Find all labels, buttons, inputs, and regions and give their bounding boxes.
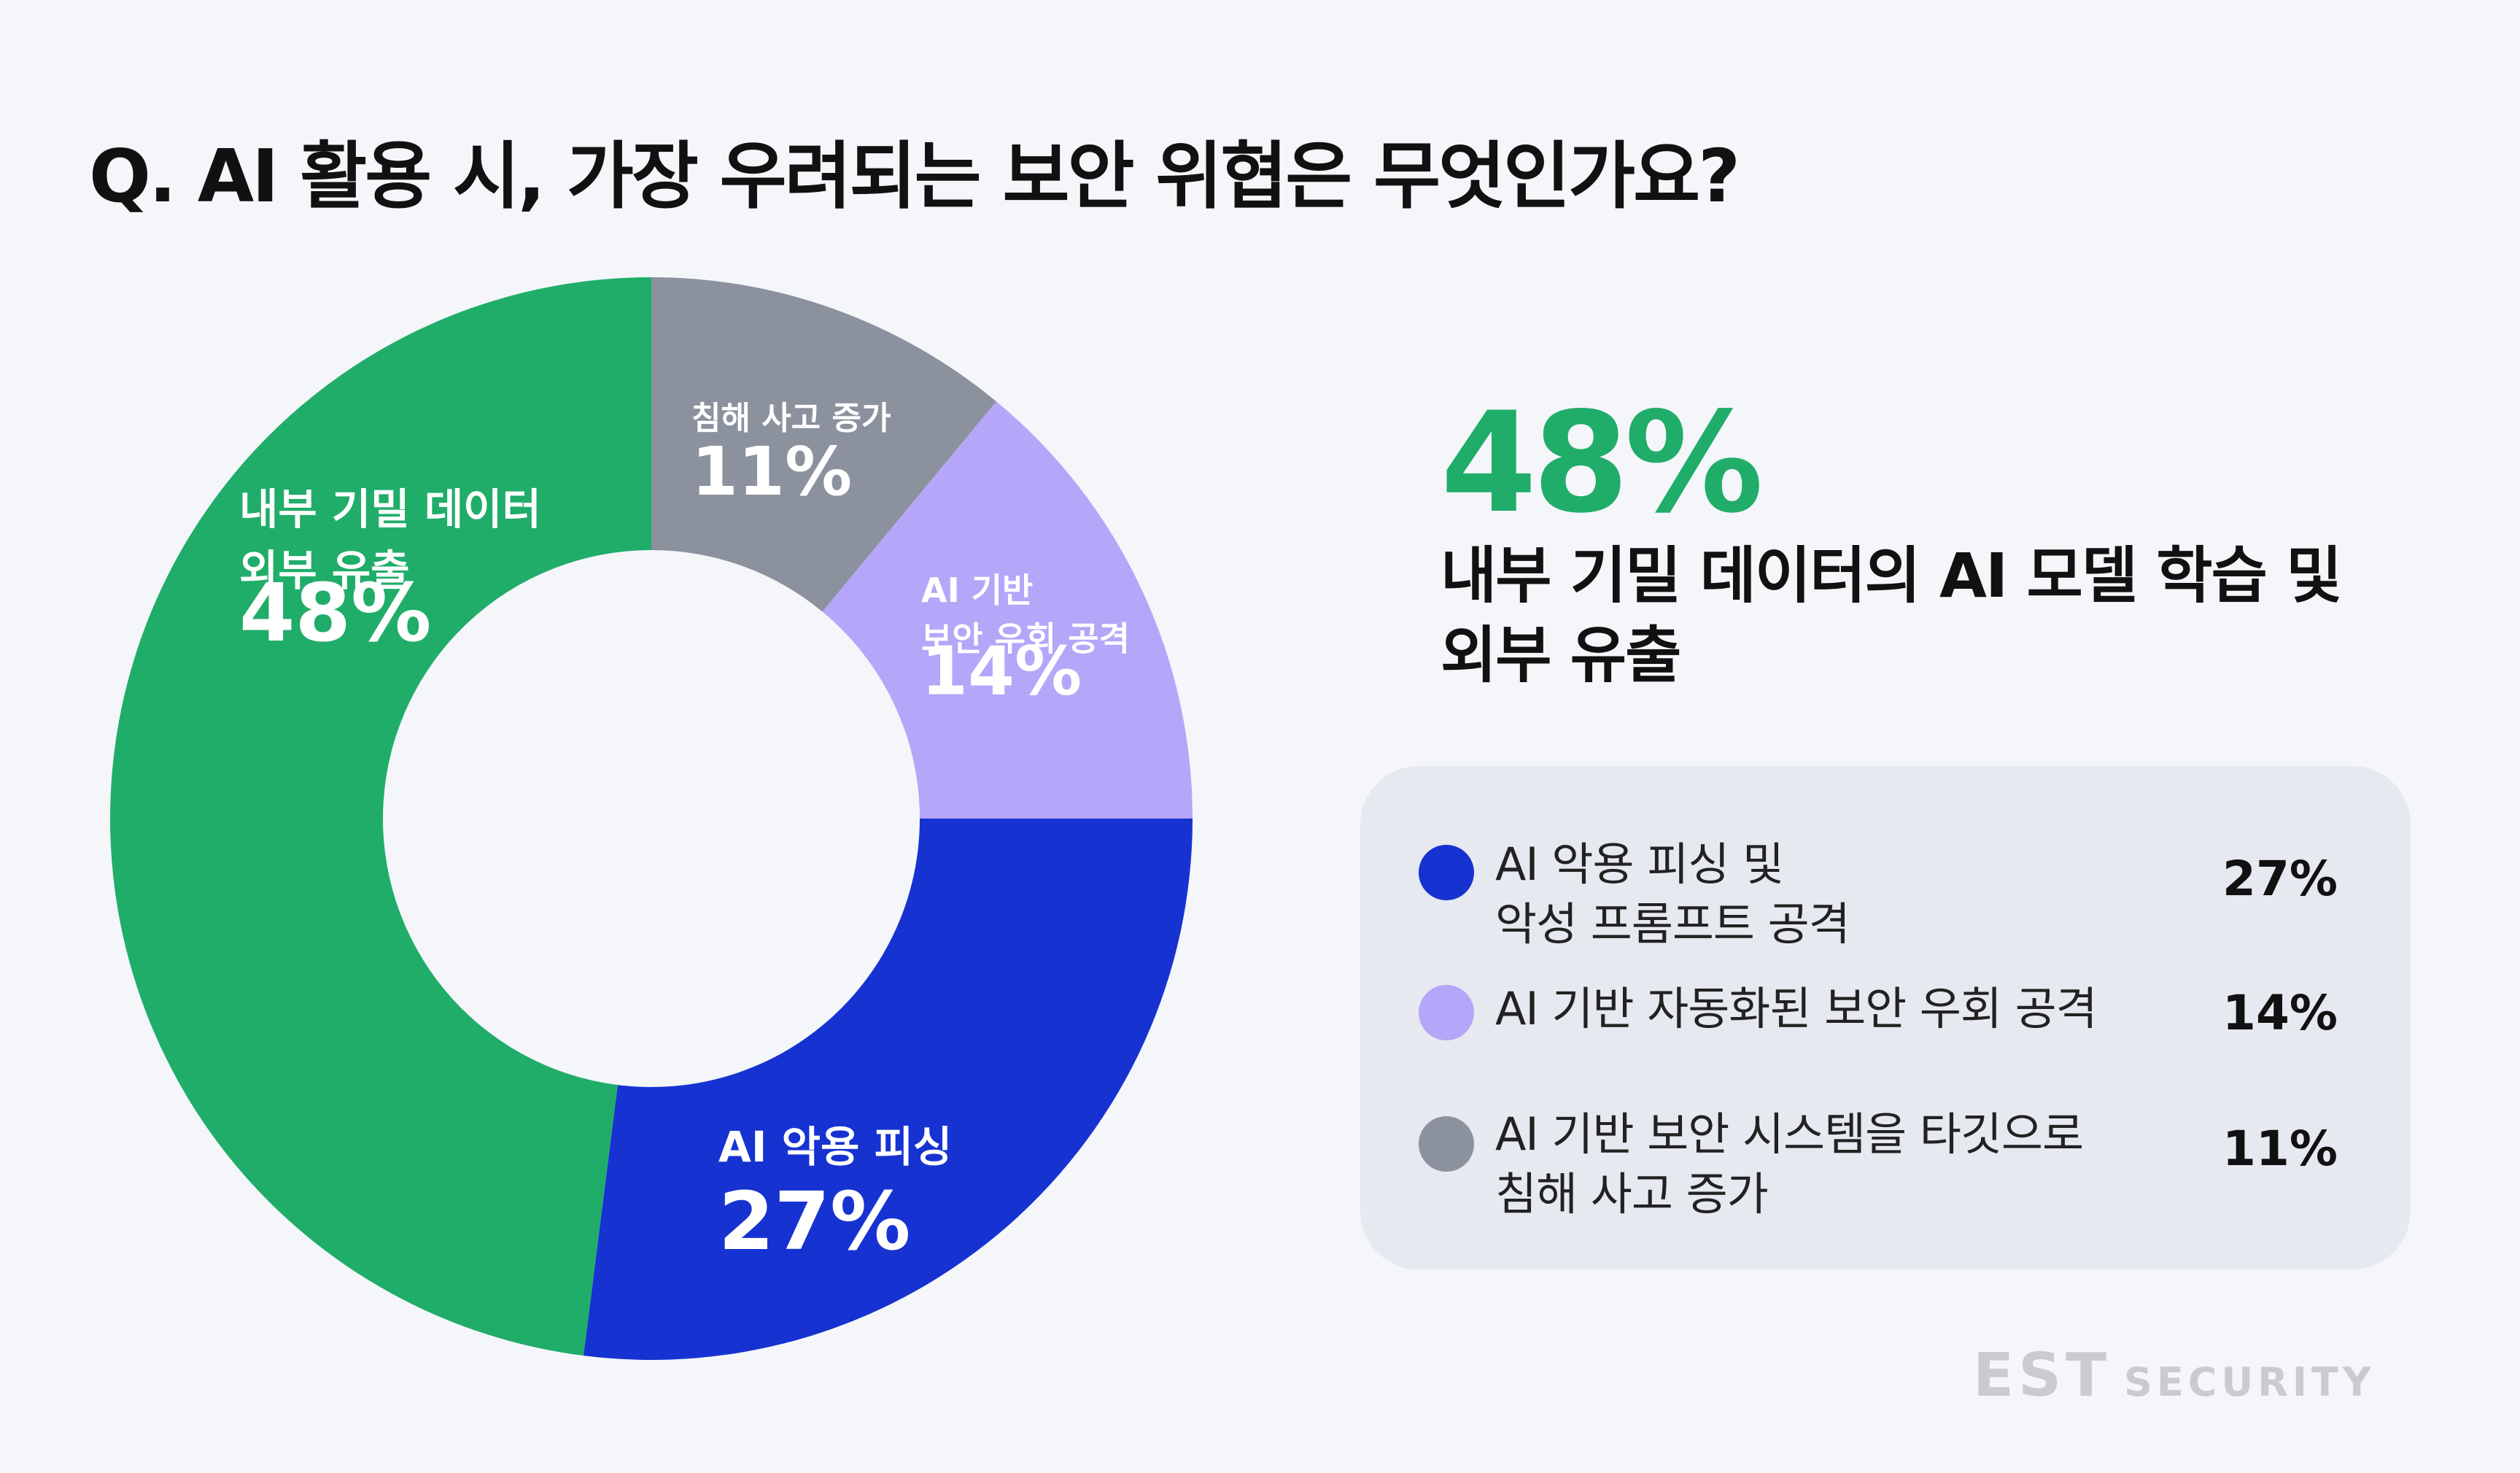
legend-value: 27%	[2222, 851, 2338, 907]
legend-dot-icon	[1419, 1116, 1474, 1172]
legend-value: 11%	[2222, 1121, 2338, 1177]
brand-sub: SECURITY	[2124, 1359, 2376, 1405]
legend-label: AI 기반 자동화된 보안 우회 공격	[1495, 979, 2137, 1039]
legend-label-line: 악성 프롬프트 공격	[1495, 897, 1850, 951]
highlight-description: 내부 기밀 데이터의 AI 모델 학습 및 외부 유출	[1441, 540, 2342, 692]
slice-label: AI 악용 피싱	[718, 1122, 952, 1172]
slice-label: 침해 사고 증가	[691, 400, 891, 437]
slice-data-leak	[110, 277, 651, 1356]
legend-dot-icon	[1419, 845, 1474, 900]
legend-label: AI 기반 보안 시스템을 타깃으로 침해 사고 증가	[1495, 1105, 2137, 1225]
legend-label-line: AI 기반 자동화된 보안 우회 공격	[1495, 982, 2098, 1035]
legend-value: 14%	[2222, 985, 2338, 1041]
slice-label: 내부 기밀 데이터	[239, 484, 541, 534]
page-title: Q. AI 활용 시, 가장 우려되는 보안 위협은 무엇인가요?	[89, 134, 1740, 219]
legend-label-line: 침해 사고 증가	[1495, 1167, 1769, 1221]
slice-label: 보안 우회 공격	[921, 619, 1130, 659]
legend-dot-icon	[1419, 985, 1474, 1040]
slice-bypass	[822, 401, 1193, 819]
legend-label-line: AI 악용 피싱 및	[1495, 838, 1784, 891]
slice-label: AI 기반	[921, 571, 1033, 610]
slice-incident	[651, 277, 996, 612]
slice-value-label: 14%	[921, 633, 1082, 711]
legend-panel: AI 악용 피싱 및 악성 프롬프트 공격 27% AI 기반 자동화된 보안 …	[1360, 766, 2411, 1269]
brand-main: EST	[1973, 1341, 2112, 1410]
slice-value-label: 27%	[718, 1175, 910, 1268]
slice-label: 외부 유출	[239, 546, 410, 595]
slice-value-label: 11%	[691, 433, 852, 511]
legend-label-line: AI 기반 보안 시스템을 타깃으로	[1495, 1107, 2084, 1161]
slice-value-label: 48%	[239, 566, 431, 660]
brand-logo: EST SECURITY	[1973, 1341, 2376, 1410]
slice-phishing	[584, 819, 1193, 1360]
legend-label: AI 악용 피싱 및 악성 프롬프트 공격	[1495, 835, 2137, 955]
highlight-percentage: 48%	[1441, 382, 1764, 544]
